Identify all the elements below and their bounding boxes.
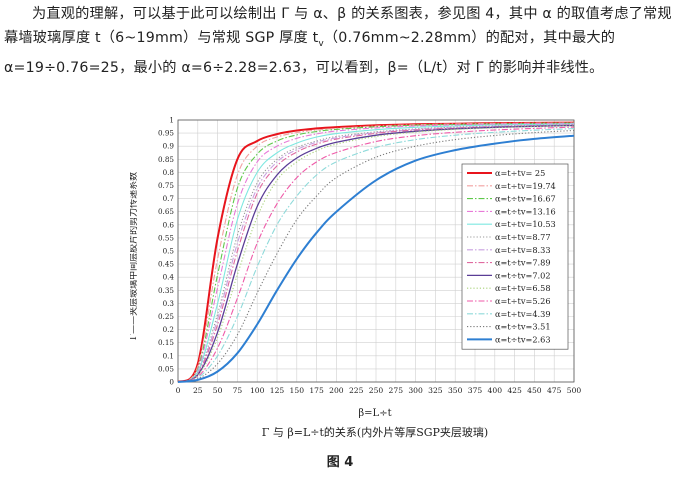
x-tick-label: 100 [250,386,265,395]
x-tick-label: 50 [213,386,223,395]
series-line [177,122,575,383]
y-tick-label: 0.75 [158,181,174,190]
x-tick-label: 300 [408,386,423,395]
series-line [177,122,575,383]
legend-label: α=t÷tv=5.26 [495,296,551,306]
legend-box [461,163,569,350]
y-tick-label: 0.8 [163,168,175,177]
x-tick-label: 175 [309,386,324,395]
series-line [177,124,575,383]
chart-svg: 0 25 50 75 100 125 150 175 200 225 250 275 300 325 350… [127,116,586,456]
x-tick-label: 25 [193,386,203,395]
x-tick-label: 225 [349,386,364,395]
plot-frame [177,119,575,383]
y-tick-label: 0.2 [163,325,174,334]
x-tick-label: 0 [176,386,181,395]
x-tick-label: 75 [233,386,243,395]
series-line [177,123,575,383]
series-line [177,129,575,383]
x-tick-label: 450 [527,386,542,395]
legend-label: α=t÷tv= 25 [495,168,545,178]
series-line [177,124,575,383]
y-tick-label: 0 [169,378,174,387]
series-line [177,126,575,383]
y-tick-label: 0.05 [158,364,174,373]
chart-series-lines [177,121,575,383]
x-tick-label: 150 [290,386,305,395]
x-tick-label: 200 [329,386,344,395]
x-tick-labels: 0 25 50 75 100 125 150 175 200 225 250 275 300 325 350… [176,386,582,395]
legend-label: α=t÷tv=13.16 [495,206,556,216]
legend-label: α=t÷tv=16.67 [495,194,556,204]
series-line [177,128,575,383]
y-tick-label: 0.85 [158,155,174,164]
legend-label: α=t÷tv=2.63 [495,334,551,344]
y-tick-label: 0.1 [163,351,174,360]
paragraph-text-1: 为直观的理解，可以基于此可以绘制出 Γ 与 α、β 的关系图表，参见图 4，其中… [4,6,672,46]
y-tick-label: 0.9 [163,142,175,151]
series-line [177,121,575,383]
paragraph-subscript: v [318,38,324,49]
legend-label: α=t÷tv=6.58 [495,283,551,293]
figure-caption: 图 4 [326,455,354,470]
series-line [177,124,575,383]
legend-label: α=t÷tv=7.02 [495,270,551,280]
x-tick-label: 475 [547,386,562,395]
y-tick-label: 0.3 [163,299,175,308]
x-tick-label: 425 [507,386,522,395]
y-tick-label: 0.5 [163,247,175,256]
legend-label: α=t÷tv=8.33 [495,245,551,255]
y-tick-label: 0.95 [158,129,174,138]
y-tick-label: 0.25 [158,312,174,321]
y-tick-label: 0.15 [158,338,174,347]
chart-axes [177,119,575,383]
description-paragraph: 为直观的理解，可以基于此可以绘制出 Γ 与 α、β 的关系图表，参见图 4，其中… [4,2,676,80]
x-tick-label: 125 [270,386,285,395]
x-tick-label: 500 [567,386,582,395]
y-tick-labels: 0 0.05 0.1 0.15 0.2 0.25 0.3 0.35 0.4 0.45 0.5 0.55… [158,116,174,387]
figure-4: 0 25 50 75 100 125 150 175 200 225 250 275 300 325 350… [127,116,586,456]
y-tick-label: 0.4 [163,273,175,282]
chart-title: Γ 与 β=L÷t的关系(内外片等厚SGP夹层玻璃) [262,425,488,439]
legend-label: α=t÷tv=3.51 [495,322,551,332]
y-tick-label: 0.65 [158,207,174,216]
series-line [177,134,575,383]
x-tick-label: 350 [448,386,463,395]
series-line [177,122,575,383]
legend-label: α=t÷tv=19.74 [495,181,556,191]
paragraph-text-2: （0.76mm~2.28mm）的配对，其中最大的 α=19÷0.76=25，最小… [4,30,616,76]
y-tick-label: 0.7 [163,194,175,203]
chart-legend: α=t÷tv= 25 α=t÷tv=19.74 α=t÷tv=16.67 α=t÷tv… [461,163,569,350]
x-tick-label: 325 [428,386,443,395]
x-tick-label: 400 [488,386,503,395]
legend-label: α=t÷tv=7.89 [495,258,551,268]
y-tick-label: 0.35 [158,286,174,295]
y-tick-label: 0.55 [158,233,174,242]
legend-label: α=t÷tv=8.77 [495,232,551,242]
series-line [177,123,575,383]
y-tick-label: 0.45 [158,260,174,269]
x-tick-label: 275 [389,386,404,395]
legend-label: α=t÷tv=10.53 [495,219,556,229]
legend-label: α=t÷tv=4.39 [495,309,551,319]
y-axis-label: Γ——夹层玻璃中间层胶片的剪力传递系数 [130,172,139,340]
x-tick-label: 250 [369,386,384,395]
x-axis-label: β=L÷t [358,408,391,419]
y-tick-label: 1 [169,116,174,125]
x-tick-label: 375 [468,386,483,395]
y-tick-label: 0.6 [163,220,175,229]
